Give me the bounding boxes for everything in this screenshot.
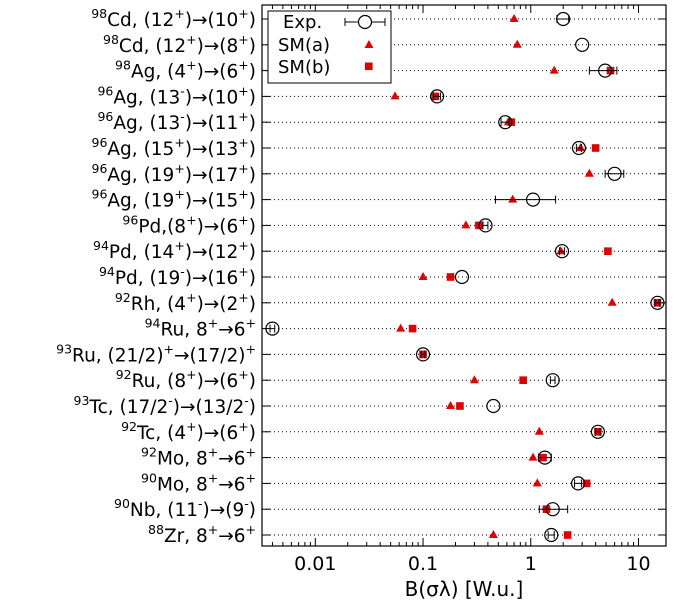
exp-point bbox=[486, 398, 501, 414]
plot-frame bbox=[261, 4, 667, 547]
exp-point bbox=[554, 244, 570, 259]
category-label: 96Pd,(8+)→(6+) bbox=[122, 212, 256, 237]
exp-point bbox=[415, 347, 431, 362]
legend-sm-a-label: SM(a) bbox=[278, 35, 330, 56]
x-tick-label: 10 bbox=[626, 553, 650, 575]
category-label: 96Ag, (19+)→(15+) bbox=[92, 187, 257, 212]
grid-lines bbox=[262, 18, 666, 536]
exp-point bbox=[570, 476, 586, 491]
exp-point bbox=[545, 373, 560, 388]
exp-point bbox=[429, 89, 445, 104]
x-axis-title: B(σλ) [W.u.] bbox=[405, 577, 524, 601]
sm-a-point bbox=[418, 272, 428, 280]
category-label: 96Ag, (19+)→(17+) bbox=[92, 161, 257, 186]
x-tick-label: 0.1 bbox=[408, 553, 438, 575]
exp-point bbox=[571, 140, 587, 156]
category-label: 98Ag, (4+)→(6+) bbox=[115, 58, 256, 83]
category-label: 96Ag, (15+)→(13+) bbox=[92, 135, 257, 160]
category-label: 98Cd, (12+)→(8+) bbox=[103, 32, 256, 57]
sm-a-point bbox=[488, 530, 498, 538]
sm-a-point bbox=[512, 39, 522, 48]
category-label: 94Ru, 8+→6+ bbox=[145, 316, 256, 341]
exp-point bbox=[498, 115, 513, 130]
exp-point bbox=[598, 63, 613, 78]
category-label: 92Ru, (8+)→(6+) bbox=[116, 367, 256, 392]
exp-point bbox=[575, 37, 590, 52]
exp-point bbox=[650, 295, 665, 310]
sm-a-point bbox=[508, 194, 518, 203]
sm-b-point bbox=[582, 479, 591, 488]
sm-a-point bbox=[576, 143, 586, 151]
exp-point bbox=[525, 192, 541, 207]
sm-b-point bbox=[446, 273, 455, 281]
exp-point bbox=[545, 502, 560, 517]
exp-point bbox=[537, 450, 552, 465]
sm-a-point bbox=[607, 297, 617, 306]
sm-a-point bbox=[461, 220, 471, 229]
exp-point bbox=[478, 218, 493, 233]
category-label: 98Cd, (12+)→(10+) bbox=[91, 6, 256, 31]
exp-point bbox=[607, 166, 622, 181]
sm-b-point bbox=[591, 144, 600, 152]
x-tick-label: 0.01 bbox=[294, 553, 336, 575]
category-label: 93Tc, (17/2-)→(13/2-) bbox=[74, 393, 257, 418]
sm-b-point bbox=[519, 376, 527, 384]
exp-point bbox=[454, 269, 470, 285]
category-label: 90Nb, (11-)→(9-) bbox=[114, 496, 256, 521]
category-label: 88Zr, 8+→6+ bbox=[148, 522, 256, 547]
sm-a-point bbox=[509, 14, 519, 22]
legend: Exp.SM(a)SM(b) bbox=[267, 10, 392, 84]
category-label: 90Mo, 8+→6+ bbox=[141, 470, 256, 495]
sm-a-point bbox=[532, 478, 542, 487]
x-tick-label: 1 bbox=[525, 553, 537, 575]
legend-exp-label: Exp. bbox=[283, 12, 322, 33]
legend-sm-b-label: SM(b) bbox=[278, 57, 330, 78]
category-label: 92Rh, (4+)→(2+) bbox=[115, 290, 256, 315]
category-label: 92Tc, (4+)→(6+) bbox=[121, 419, 256, 444]
data-marks bbox=[265, 11, 665, 543]
legend-sm-b-marker bbox=[365, 62, 373, 71]
sm-b-point bbox=[604, 247, 612, 255]
category-label: 96Ag, (13-)→(10+) bbox=[97, 83, 256, 108]
sm-b-point bbox=[456, 402, 464, 410]
sm-b-point bbox=[563, 531, 572, 539]
sm-a-point bbox=[396, 323, 406, 332]
category-label: 92Mo, 8+→6+ bbox=[141, 445, 256, 470]
legend-sm-a-marker bbox=[364, 40, 374, 48]
sm-a-point bbox=[534, 426, 544, 435]
sm-a-point bbox=[390, 91, 400, 100]
exp-point bbox=[556, 11, 571, 27]
sm-a-point bbox=[549, 65, 559, 74]
axis-ticks: 0.01 0.1 1 10 bbox=[262, 5, 666, 575]
exp-point bbox=[265, 321, 280, 336]
sm-a-point bbox=[469, 375, 479, 384]
category-label: 96Ag, (13-)→(11+) bbox=[97, 109, 256, 134]
sm-a-point bbox=[528, 452, 538, 461]
sm-b-point bbox=[408, 324, 417, 333]
category-label: 94Pd, (14+)→(12+) bbox=[93, 238, 256, 263]
category-label: 94Pd, (19-)→(16+) bbox=[99, 264, 256, 289]
legend-exp-marker bbox=[357, 14, 373, 30]
category-labels: 98Cd, (12+)→(10+)98Cd, (12+)→(8+)98Ag, (… bbox=[56, 6, 256, 547]
sm-a-point bbox=[556, 246, 566, 255]
sm-a-point bbox=[446, 401, 456, 409]
category-label: 93Ru, (21/2)+→(17/2)+ bbox=[56, 341, 256, 366]
exp-point bbox=[544, 527, 559, 543]
sm-a-point bbox=[584, 168, 594, 177]
exp-point bbox=[590, 424, 606, 439]
